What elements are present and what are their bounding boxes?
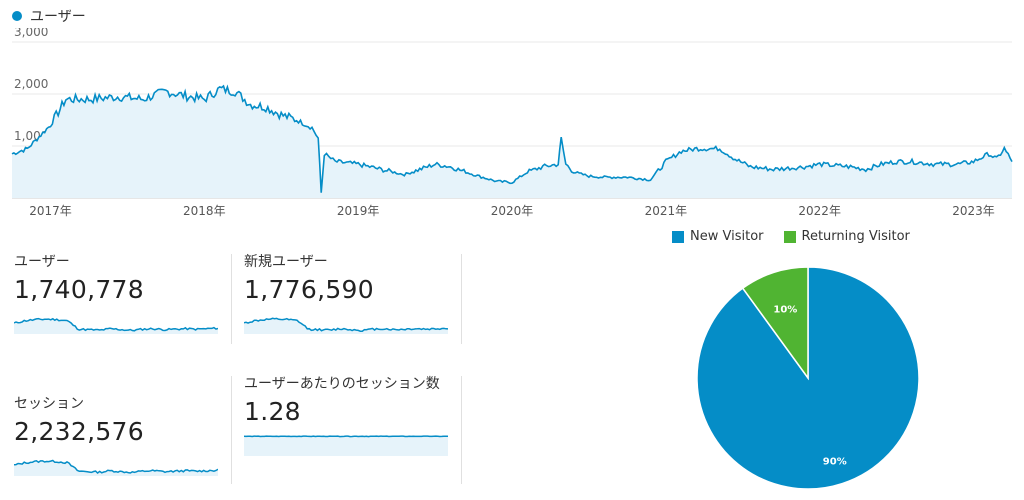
sparkline-area xyxy=(14,460,218,476)
sparkline-line xyxy=(14,459,218,474)
legend-dot xyxy=(12,11,22,21)
metric-divider xyxy=(461,376,462,484)
y-tick-label: 2,000 xyxy=(14,77,48,91)
pie-slice-returning-visitor[interactable] xyxy=(741,266,809,381)
sparkline-line xyxy=(14,317,218,332)
x-tick-label: 2021年 xyxy=(645,204,688,218)
metric-new-users[interactable]: 新規ユーザー 1,776,590 xyxy=(244,254,454,334)
metric-divider xyxy=(231,254,232,344)
metric-label: ユーザーあたりのセッション数 xyxy=(244,376,440,392)
x-tick-label: 2019年 xyxy=(337,204,380,218)
sparkline-area xyxy=(14,318,218,334)
x-tick-label: 2022年 xyxy=(798,204,841,218)
series-line[interactable] xyxy=(11,84,1013,193)
legend-swatch-new xyxy=(672,230,684,243)
legend-label-returning: Returning Visitor xyxy=(801,229,910,244)
sparkline xyxy=(14,459,218,476)
sparkline xyxy=(244,435,448,456)
pie-legend: New Visitor Returning Visitor xyxy=(672,229,910,244)
sparkline-area xyxy=(244,318,448,334)
metric-value: 1,776,590 xyxy=(244,275,374,304)
pie-slice-label: 10% xyxy=(773,304,797,315)
legend-label-new: New Visitor xyxy=(690,229,764,244)
x-tick-label: 2020年 xyxy=(491,204,534,218)
metric-label: セッション xyxy=(14,396,84,412)
metric-label: ユーザー xyxy=(14,254,70,270)
sparkline xyxy=(244,317,448,334)
series-area xyxy=(12,86,1012,198)
x-tick-label: 2017年 xyxy=(29,204,72,218)
sparkline xyxy=(14,317,218,334)
metric-value: 1,740,778 xyxy=(14,275,144,304)
pie-slice-label: 90% xyxy=(823,456,847,467)
metric-value: 2,232,576 xyxy=(14,417,144,446)
metric-value: 1.28 xyxy=(244,397,301,426)
legend-swatch-returning xyxy=(783,230,796,243)
metric-divider xyxy=(461,254,462,344)
sparkline-line xyxy=(244,317,448,332)
pie-legend-item[interactable]: Returning Visitor xyxy=(783,229,910,244)
y-tick-label: 3,000 xyxy=(14,28,48,39)
metric-label: 新規ユーザー xyxy=(244,254,328,270)
pie-legend-item[interactable]: New Visitor xyxy=(672,229,764,244)
x-tick-label: 2023年 xyxy=(952,204,995,218)
x-tick-label: 2018年 xyxy=(183,204,226,218)
main-chart-legend: ユーザー xyxy=(12,6,86,26)
visitor-pie-chart[interactable]: 90% 10% xyxy=(690,262,930,494)
metric-sessions-per-user[interactable]: ユーザーあたりのセッション数 1.28 xyxy=(244,376,454,456)
metric-users[interactable]: ユーザー 1,740,778 xyxy=(14,254,224,334)
sparkline-area xyxy=(244,436,448,456)
metric-sessions[interactable]: セッション 2,232,576 xyxy=(14,396,224,476)
legend-label: ユーザー xyxy=(30,9,86,25)
sparkline-line xyxy=(244,435,448,438)
metric-divider xyxy=(231,376,232,484)
